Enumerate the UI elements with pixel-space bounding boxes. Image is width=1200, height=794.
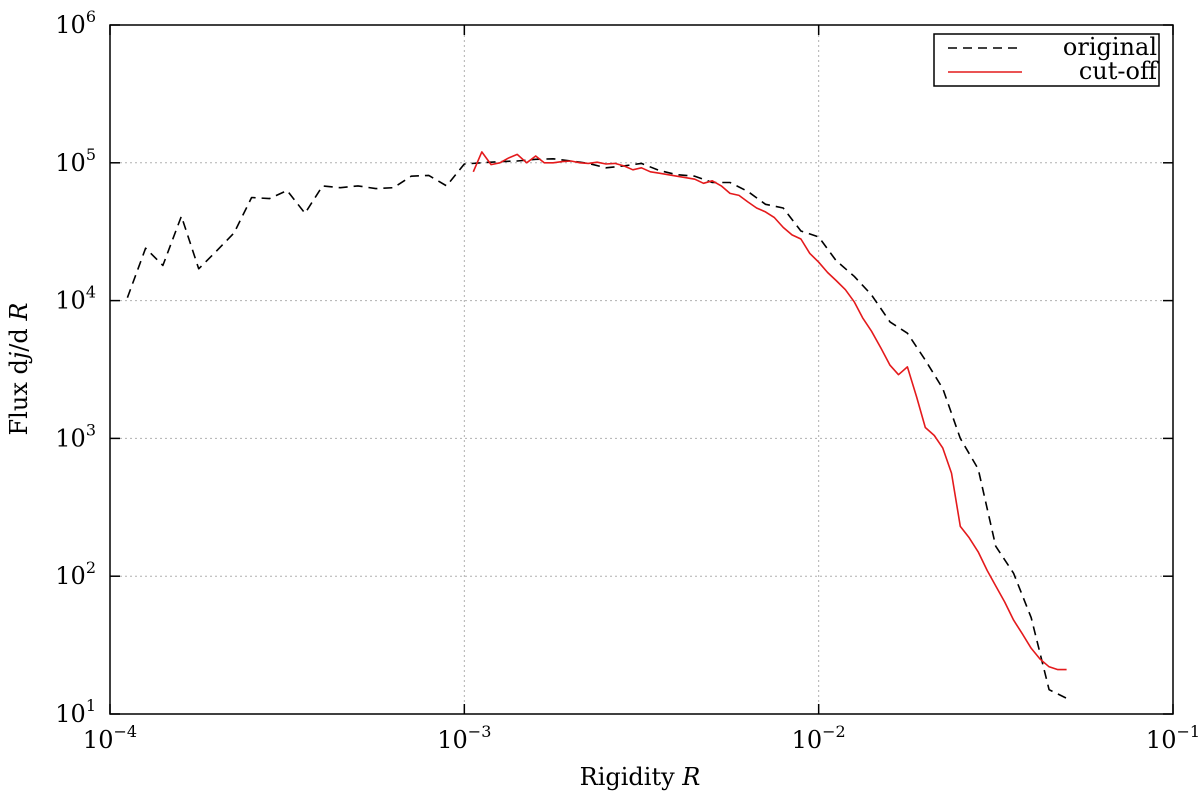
- series-line-original: [126, 158, 1067, 700]
- series-layer: [126, 151, 1067, 700]
- y-tick-label: 101: [55, 696, 96, 728]
- x-tick-label: 10−3: [437, 722, 491, 754]
- x-axis-title: Rigidity R: [580, 763, 701, 791]
- x-tick-label: 10−2: [792, 722, 846, 754]
- series-line-cut-off: [472, 151, 1067, 671]
- x-tick-label: 10−4: [83, 722, 137, 754]
- y-tick-label: 102: [55, 558, 96, 590]
- axis-ticks: 10−4 10−3 10−2 10−1 101 102 103 104 105 106: [55, 7, 1200, 754]
- legend: original cut-off: [933, 33, 1160, 87]
- x-tick-label: 10−1: [1146, 722, 1200, 754]
- y-tick-label: 105: [55, 145, 96, 177]
- legend-cutoff-label: cut-off: [1079, 57, 1159, 85]
- plot-frame: [109, 24, 1174, 715]
- y-axis-title: Flux dj/d R: [5, 303, 33, 436]
- y-tick-label: 106: [55, 7, 96, 39]
- legend-box: [933, 33, 1160, 87]
- legend-original-label: original: [1063, 33, 1157, 61]
- grid-lines: [110, 25, 1173, 714]
- y-tick-label: 103: [55, 420, 96, 452]
- y-tick-label: 104: [55, 283, 96, 315]
